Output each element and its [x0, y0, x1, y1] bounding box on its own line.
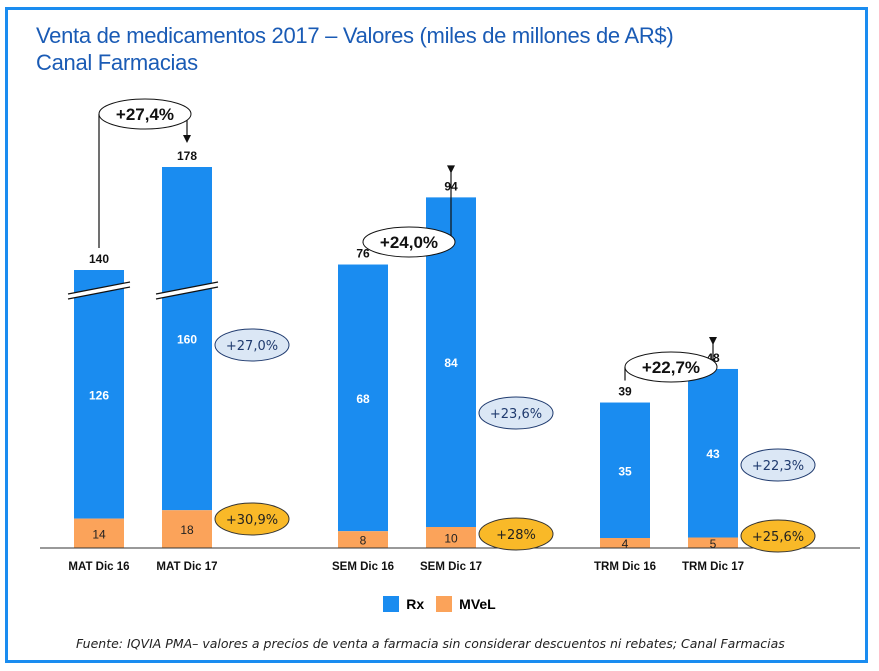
x-tick-label: SEM Dic 17	[420, 561, 482, 573]
rx-growth-label: +27,0%	[226, 339, 278, 354]
total-growth-label: +24,0%	[380, 233, 438, 252]
legend-swatch-mvel	[436, 596, 453, 612]
axis-break-line	[67, 286, 131, 300]
x-tick-label: TRM Dic 16	[594, 561, 656, 573]
data-label-mvel: 14	[92, 527, 106, 541]
data-label-rx: 43	[706, 447, 720, 461]
legend-swatch-rx	[383, 596, 400, 612]
axis-break-line	[155, 286, 219, 300]
arrow-head-icon	[447, 165, 455, 174]
title-line-1: Venta de medicamentos 2017 – Valores (mi…	[36, 23, 674, 48]
rx-growth-label: +22,3%	[752, 459, 804, 474]
bar-rx-2	[338, 264, 388, 532]
axis-break-line	[67, 281, 131, 295]
bar-mvel-4	[600, 538, 650, 548]
data-label-rx: 68	[356, 392, 370, 406]
mvel-growth-bubble	[740, 519, 816, 553]
bar-rx-0	[74, 270, 124, 519]
mvel-growth-label: +25,6%	[752, 530, 804, 545]
data-label-total: 76	[356, 247, 370, 261]
mvel-growth-label: +28%	[496, 528, 536, 543]
bar-rx-1	[162, 167, 212, 511]
total-growth-label: +27,4%	[116, 105, 174, 124]
x-tick-label: SEM Dic 16	[332, 561, 394, 573]
legend-item-rx: Rx	[383, 596, 424, 612]
legend: Rx MVeL	[0, 596, 879, 612]
arrow-head-icon	[709, 336, 717, 345]
data-label-rx: 35	[618, 464, 632, 478]
bar-mvel-0	[74, 518, 124, 548]
x-tick-label: TRM Dic 17	[682, 561, 744, 573]
bar-rx-4	[600, 402, 650, 538]
legend-label-rx: Rx	[406, 596, 425, 612]
data-label-total: 39	[618, 385, 632, 399]
arrow-head-icon	[183, 135, 191, 143]
legend-label-mvel: MVeL	[459, 596, 496, 612]
data-label-mvel: 4	[622, 537, 629, 551]
mvel-growth-bubble	[214, 502, 290, 536]
legend-item-mvel: MVeL	[436, 596, 496, 612]
rx-growth-bubble	[478, 396, 554, 430]
chart-title: Venta de medicamentos 2017 – Valores (mi…	[36, 22, 674, 76]
x-tick-label: MAT Dic 17	[156, 561, 217, 573]
data-label-rx: 84	[444, 356, 458, 370]
rx-growth-bubble	[740, 448, 816, 482]
source-note: Fuente: IQVIA PMA– valores a precios de …	[76, 636, 785, 651]
bar-mvel-2	[338, 531, 388, 548]
axis-break-gap	[68, 282, 130, 299]
axis-break-line	[155, 281, 219, 295]
title-line-2: Canal Farmacias	[36, 50, 198, 75]
mvel-growth-bubble	[478, 517, 554, 551]
x-tick-label: MAT Dic 16	[68, 561, 129, 573]
total-growth-bubble	[624, 351, 718, 383]
data-label-mvel: 8	[360, 534, 367, 548]
data-label-total: 178	[177, 149, 197, 163]
rx-growth-label: +23,6%	[490, 407, 542, 422]
slide-frame	[5, 7, 868, 663]
bar-mvel-3	[426, 527, 476, 548]
mvel-growth-label: +30,9%	[226, 513, 278, 528]
data-label-mvel: 5	[710, 537, 717, 551]
data-label-total: 140	[89, 252, 109, 266]
total-growth-bubble	[362, 226, 456, 258]
total-growth-bubble	[98, 98, 192, 130]
data-label-mvel: 10	[444, 532, 458, 546]
axis-break-gap	[156, 282, 218, 299]
data-label-mvel: 18	[180, 523, 194, 537]
rx-growth-bubble	[214, 328, 290, 362]
total-growth-label: +22,7%	[642, 358, 700, 377]
bar-rx-5	[688, 368, 738, 538]
data-label-rx: 126	[89, 388, 109, 402]
bar-mvel-5	[688, 537, 738, 548]
data-label-rx: 160	[177, 333, 197, 347]
bar-mvel-1	[162, 510, 212, 548]
